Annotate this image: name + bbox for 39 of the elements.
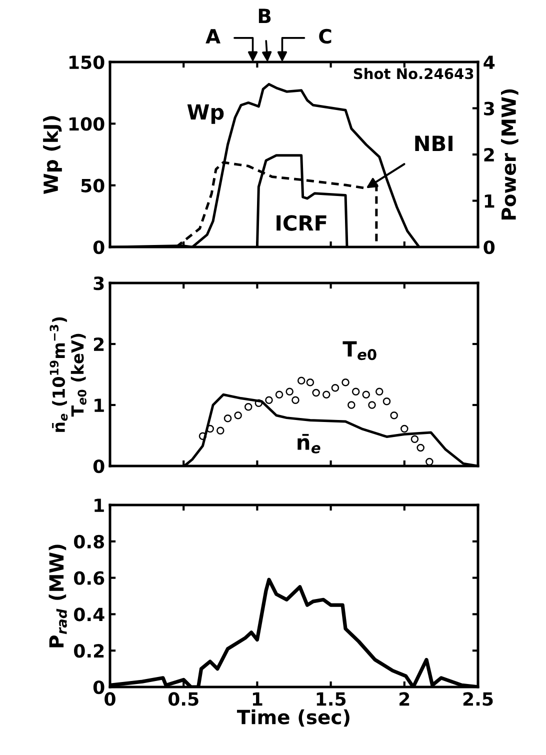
y-tick-label: 1 [94,398,104,412]
y-tick-label: 0 [93,459,104,474]
y-tick-label: 100 [69,117,104,131]
x-tick-label: 0.5 [168,692,198,706]
y-tick-label: 50 [81,178,104,192]
text: C [319,28,332,44]
text: NBI [415,136,452,151]
text: A [206,29,220,44]
y-tick-label: 0.6 [74,571,104,585]
y-tick-label: 2 [94,337,104,351]
series-label: T$_{e0}$ [342,341,376,360]
y-tick-label: 0.2 [74,644,104,658]
y2-tick-label: 2 [484,148,494,162]
series-label: Wp [187,104,224,124]
y-tick-label: 0.8 [74,534,104,549]
annotation: Shot No.24643 [354,68,474,80]
y2-tick-label: 1 [484,194,494,208]
y-tick-label: 1 [94,498,104,512]
x-axis-title: Time (sec) [236,709,350,727]
y-tick-label: 0 [93,240,104,254]
y-axis-title: P$_{rad}$ (MW) [48,544,67,648]
x-tick-label: 0 [104,692,116,706]
y-tick-label: 0.4 [74,608,104,622]
x-tick-label: 1 [252,692,262,706]
x-tick-label: 2.5 [463,692,493,706]
y-tick-label: 0 [93,680,104,694]
y2-tick-label: 4 [484,56,495,69]
text: n̄$_{e}$ (10$^{19}$m$^{−3}$) T$_{e0}$ (keV) [50,317,86,432]
x-tick-label: 1.5 [316,692,346,706]
x-tick-label: 2 [400,692,410,706]
y2-tick-label: 3 [484,102,494,116]
text: B [258,8,271,23]
y-axis-title: Wp (kJ) [43,116,62,194]
series-label: n̄$_{e}$ [298,434,320,454]
y-tick-label: 3 [94,276,104,290]
series-label: ICRF [276,215,326,231]
y2-tick-label: 0 [484,240,495,254]
y2-axis-title: Power (MW) [501,89,518,220]
y-tick-label: 150 [69,55,104,70]
